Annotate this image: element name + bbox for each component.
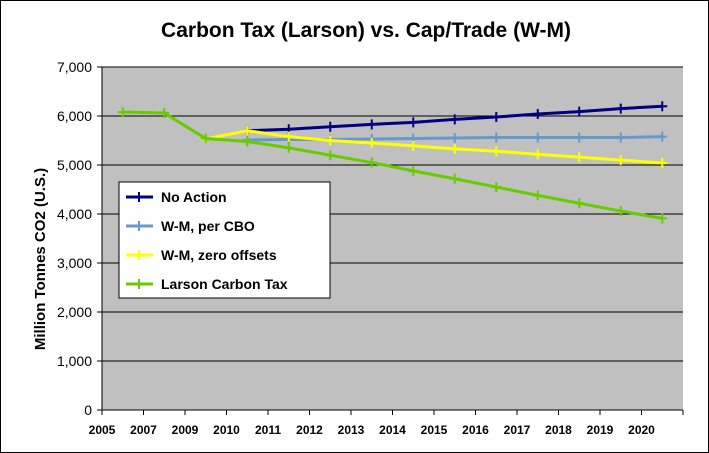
data-point-no-action: [491, 111, 502, 122]
x-tick-label: 2011: [255, 423, 281, 437]
y-tick-label: 6,000: [57, 108, 92, 124]
data-point-w-m-per-cbo: [657, 131, 668, 142]
data-point-larson-carbon-tax: [283, 142, 294, 153]
data-point-larson-carbon-tax: [657, 213, 668, 224]
data-point-larson-carbon-tax: [325, 150, 336, 161]
x-tick-label: 2013: [338, 423, 365, 437]
legend: [118, 181, 331, 299]
data-point-larson-carbon-tax: [615, 206, 626, 217]
data-point-w-m-per-cbo: [491, 132, 502, 143]
series-line-w-m-zero-offsets: [205, 129, 663, 165]
data-point-no-action: [449, 114, 460, 125]
data-point-no-action: [615, 103, 626, 114]
legend-label-w-m-zero-offsets: W-M, zero offsets: [161, 247, 277, 263]
legend-label-w-m-per-cbo: W-M, per CBO: [161, 218, 255, 234]
data-point-w-m-zero-offsets: [325, 135, 336, 146]
x-tick-label: 2010: [213, 423, 240, 437]
x-tick-label: 2017: [504, 423, 531, 437]
data-point-larson-carbon-tax: [574, 198, 585, 209]
legend-label-larson-carbon-tax: Larson Carbon Tax: [161, 276, 288, 292]
data-point-larson-carbon-tax: [491, 182, 502, 193]
y-axis-label: Million Tonnes CO2 (U.S.): [32, 168, 49, 350]
y-tick-label: 5,000: [57, 157, 92, 173]
x-tick-label: 2009: [172, 423, 199, 437]
x-tick-label: 2014: [379, 423, 406, 437]
data-point-w-m-zero-offsets: [532, 149, 543, 160]
legend-marker-larson-carbon-tax: [134, 279, 144, 289]
y-tick-label: 1,000: [57, 353, 92, 369]
data-point-w-m-per-cbo: [449, 133, 460, 144]
x-tick-label: 2019: [587, 423, 614, 437]
data-point-w-m-zero-offsets: [283, 131, 294, 142]
data-point-larson-carbon-tax: [200, 133, 211, 144]
data-point-w-m-zero-offsets: [574, 152, 585, 163]
y-tick-label: 4,000: [57, 206, 92, 222]
data-point-no-action: [532, 109, 543, 120]
x-tick-label: 2007: [130, 423, 157, 437]
x-tick-label: 2016: [462, 423, 489, 437]
data-point-w-m-zero-offsets: [449, 143, 460, 154]
x-tick-label: 2005: [89, 423, 116, 437]
data-point-no-action: [657, 101, 668, 112]
legend-marker-w-m-zero-offsets: [134, 250, 144, 260]
x-tick-label: 2012: [296, 423, 323, 437]
x-tick-label: 2018: [545, 423, 572, 437]
data-point-no-action: [366, 119, 377, 130]
data-point-w-m-zero-offsets: [615, 155, 626, 166]
data-point-larson-carbon-tax: [366, 157, 377, 168]
data-point-no-action: [574, 106, 585, 117]
data-point-larson-carbon-tax: [159, 108, 170, 119]
data-point-no-action: [408, 117, 419, 128]
y-tick-label: 3,000: [57, 255, 92, 271]
data-point-w-m-per-cbo: [615, 132, 626, 143]
data-point-larson-carbon-tax: [117, 107, 128, 118]
legend-marker-no-action: [134, 192, 144, 202]
legend-label-no-action: No Action: [161, 189, 227, 205]
data-point-larson-carbon-tax: [408, 165, 419, 176]
chart-title: Carbon Tax (Larson) vs. Cap/Trade (W-M): [161, 19, 571, 42]
data-point-larson-carbon-tax: [242, 136, 253, 147]
y-tick-label: 0: [84, 402, 92, 418]
data-point-w-m-zero-offsets: [491, 146, 502, 157]
data-point-w-m-per-cbo: [532, 132, 543, 143]
legend-marker-w-m-per-cbo: [134, 221, 144, 231]
data-point-w-m-zero-offsets: [366, 137, 377, 148]
x-tick-label: 2015: [421, 423, 448, 437]
data-point-larson-carbon-tax: [532, 190, 543, 201]
data-point-w-m-zero-offsets: [657, 158, 668, 169]
series-line-larson-carbon-tax: [122, 110, 663, 220]
y-tick-label: 7,000: [57, 59, 92, 75]
data-point-w-m-zero-offsets: [242, 125, 253, 136]
y-tick-label: 2,000: [57, 304, 92, 320]
data-point-larson-carbon-tax: [449, 173, 460, 184]
x-tick-label: 2020: [628, 423, 655, 437]
data-point-w-m-zero-offsets: [408, 140, 419, 151]
data-point-no-action: [325, 121, 336, 132]
data-point-w-m-per-cbo: [574, 132, 585, 143]
